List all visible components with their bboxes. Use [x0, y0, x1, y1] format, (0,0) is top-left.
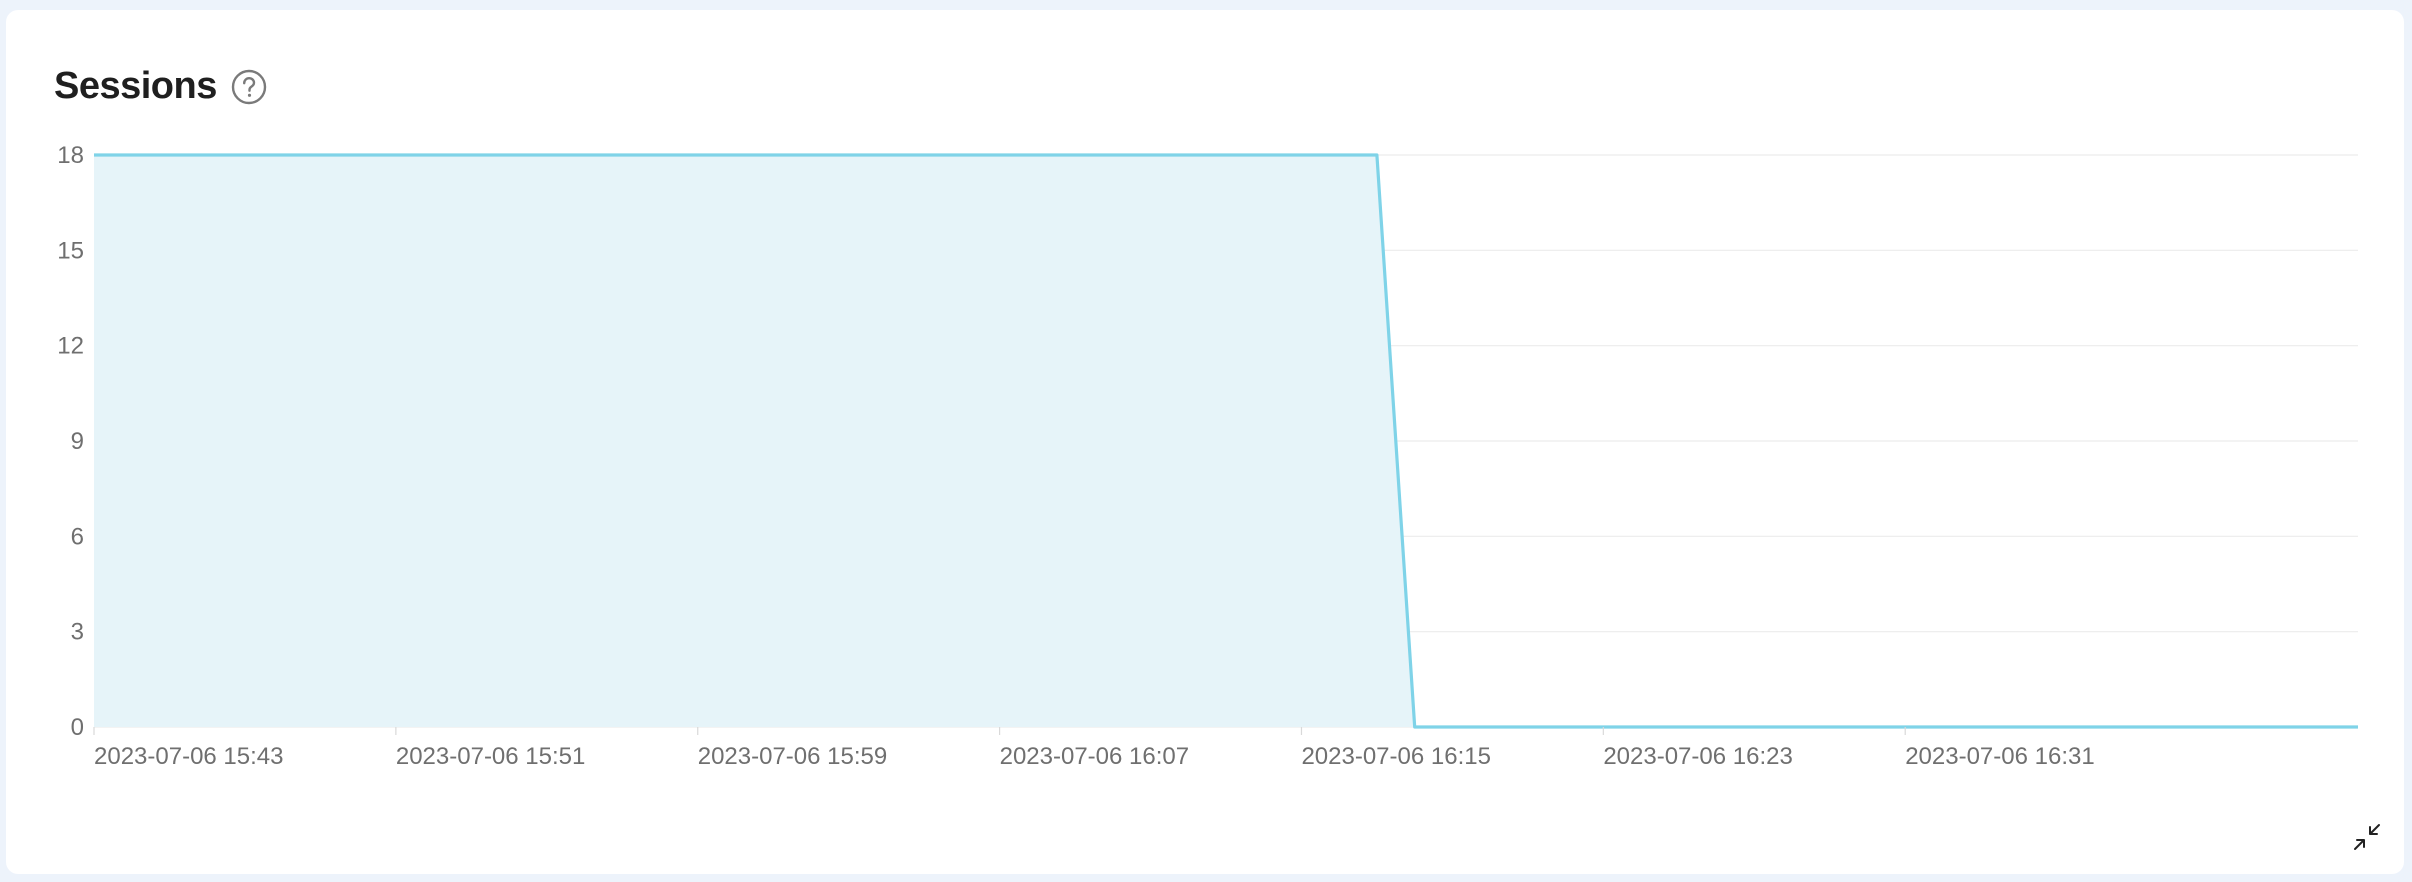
series-line: [94, 153, 2358, 729]
y-tick-label: 3: [71, 619, 84, 646]
y-tick-label: 15: [57, 237, 84, 264]
question-circle-icon[interactable]: [231, 69, 267, 105]
y-tick-label: 6: [71, 523, 84, 550]
series-fill: [94, 155, 2358, 727]
shrink-arrows-icon[interactable]: [2352, 822, 2382, 852]
panel-title: Sessions: [54, 65, 217, 107]
y-tick-label: 18: [57, 142, 84, 169]
x-tick-label: 2023-07-06 15:51: [396, 743, 586, 770]
sessions-panel: Sessions 0 3 6 9 12 15 18 2023-07-06 15:43 2023…: [6, 10, 2404, 874]
y-tick-label: 12: [57, 333, 84, 360]
y-tick-label: 9: [71, 428, 84, 455]
x-tick-label: 2023-07-06 15:59: [698, 743, 888, 770]
x-tick-label: 2023-07-06 16:31: [1905, 743, 2095, 770]
y-tick-label: 0: [71, 714, 84, 741]
x-tick-label: 2023-07-06 16:07: [1000, 743, 1190, 770]
x-tick-label: 2023-07-06 15:43: [94, 743, 284, 770]
x-tick-label: 2023-07-06 16:23: [1603, 743, 1793, 770]
panel-header: Sessions: [54, 65, 267, 108]
y-axis: 0 3 6 9 12 15 18: [57, 142, 84, 741]
x-tick-label: 2023-07-06 16:15: [1301, 743, 1491, 770]
series-area: [94, 153, 2358, 729]
x-axis: 2023-07-06 15:43 2023-07-06 15:51 2023-07-…: [93, 727, 2095, 770]
